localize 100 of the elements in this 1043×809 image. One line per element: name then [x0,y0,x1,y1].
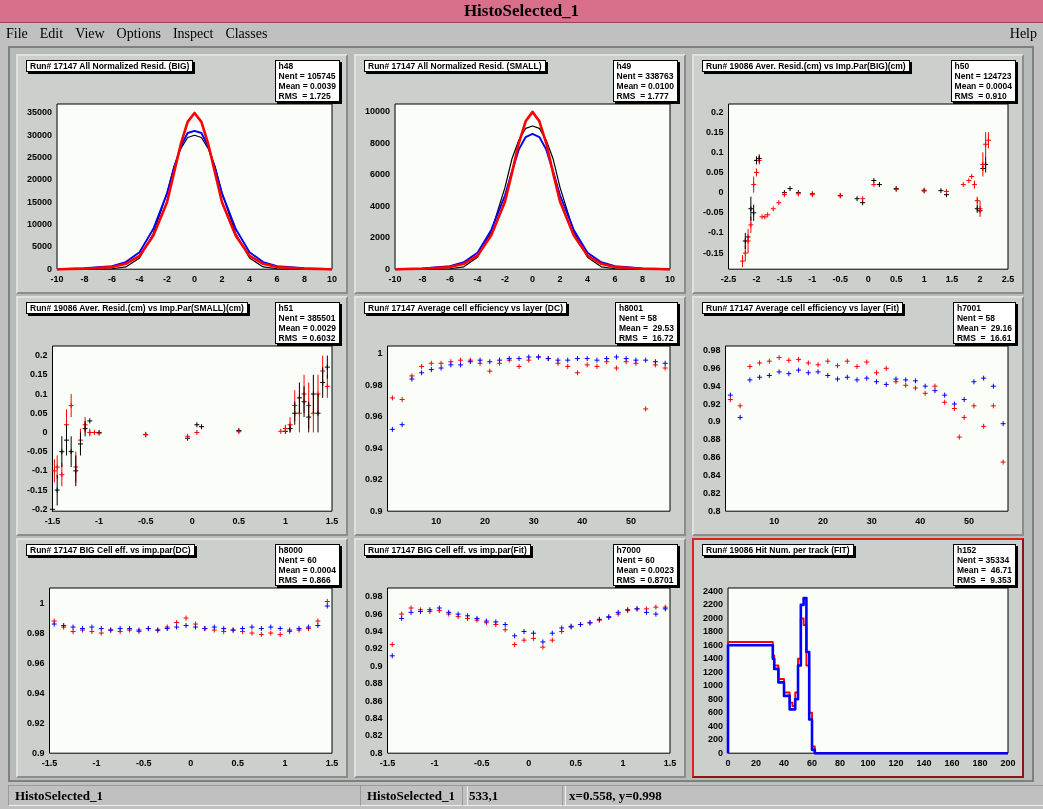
text: Inspect [172,26,214,41]
x-tick-label: 2 [977,274,983,285]
x-tick-label: 0 [188,758,194,769]
chart-title: Run# 19086 Aver. Resid.(cm) vs Imp.Par(SMALL)(cm) [26,302,248,314]
y-tick-label: 0.88 [364,678,383,689]
x-tick-label: 200 [1000,758,1016,769]
x-tick-label: -1 [92,758,101,769]
y-tick-label: 0.84 [364,712,383,723]
x-tick-label: 160 [944,758,960,769]
y-tick-label: 400 [707,720,724,731]
x-tick-label: 30 [866,516,877,527]
text: Nent = 58 [956,313,995,323]
x-tick-label: -10 [388,274,402,285]
x-tick-label: 2 [557,274,563,285]
text: x=0.558, y=0.998 [562,785,1043,806]
y-tick-label: 0.96 [364,608,383,619]
x-tick-label: 4 [247,274,253,285]
chart-title: Run# 17147 Average cell efficiency vs layer (Fit) [702,302,904,314]
x-tick-label: 120 [888,758,904,769]
y-tick-label: 15000 [27,196,53,207]
x-tick-label: 1.5 [945,274,959,285]
y-tick-label: 0.92 [364,474,383,485]
text: RMS = 0.6032 [278,333,336,343]
y-tick-label: 6000 [370,169,391,180]
y-tick-label: 0 [385,263,391,274]
x-tick-label: 0.5 [569,758,583,769]
y-tick-label: 0 [42,426,48,437]
x-tick-label: 40 [915,516,926,527]
x-tick-label: 100 [860,758,876,769]
x-tick-label: 0 [189,516,195,527]
text: Mean = 46.71 [956,565,1012,575]
y-tick-label: 2000 [702,612,724,623]
x-tick-label: -1 [808,274,817,285]
text: Help [1009,25,1037,43]
x-tick-label: 60 [807,758,818,769]
y-tick-label: 0.15 [29,369,48,380]
y-tick-label: 0.94 [364,442,383,453]
y-tick-label: 600 [707,707,724,718]
x-tick-label: 20 [817,516,828,527]
text: h50 [954,61,970,71]
text: Mean = 0.0004 [954,81,1012,91]
x-tick-label: -0.5 [473,758,490,769]
text: Mean = 29.16 [956,323,1012,333]
x-tick-label: -10 [50,274,64,285]
y-tick-label: 0.98 [364,591,383,602]
x-tick-label: -2 [752,274,761,285]
text: Mean = 0.0100 [616,81,674,91]
y-tick-label: 0.94 [26,687,45,698]
text: Mean = 0.0004 [278,565,336,575]
y-tick-label: 0.1 [35,388,48,399]
text: Nent = 105745 [278,71,336,81]
text: Nent = 58 [618,313,657,323]
y-tick-label: 0.94 [702,380,721,391]
x-tick-label: 10 [769,516,780,527]
x-tick-label: 0 [725,758,731,769]
y-tick-label: 5000 [32,241,53,252]
x-tick-label: 20 [479,516,490,527]
x-tick-label: -8 [418,274,427,285]
y-tick-label: 0.1 [711,146,724,157]
y-tick-label: 25000 [27,152,53,163]
y-tick-label: -0.05 [27,446,48,457]
x-tick-label: 0 [530,274,536,285]
text: Nent = 60 [278,555,317,565]
x-tick-label: 1 [921,274,927,285]
x-tick-label: 1.5 [663,758,677,769]
x-tick-label: -2 [501,274,510,285]
x-tick-label: 0.5 [231,758,245,769]
text: Nent = 385501 [278,313,336,323]
y-tick-label: 0.86 [702,452,721,463]
x-tick-label: 8 [301,274,308,285]
x-tick-label: 1 [282,516,288,527]
text: RMS = 0.8701 [616,575,674,585]
x-tick-label: 4 [585,274,591,285]
x-tick-label: 1 [620,758,626,769]
y-tick-label: 1600 [702,639,724,650]
x-tick-label: -0.5 [135,758,152,769]
text: Nent = 338763 [616,71,674,81]
chart-title: Run# 17147 Average cell efficiency vs layer (DC) [364,302,567,314]
x-tick-label: 0 [526,758,532,769]
chart-title: Run# 19086 Aver. Resid.(cm) vs Imp.Par(BIG)(cm) [702,60,910,72]
x-tick-label: 0.5 [232,516,246,527]
x-tick-label: 140 [916,758,932,769]
x-tick-label: 30 [528,516,539,527]
y-tick-label: 8000 [370,137,391,148]
text: Nent = 124723 [954,71,1012,81]
chart-title: Run# 17147 BIG Cell eff. vs imp.par(Fit) [364,544,531,556]
text: File [6,26,28,41]
x-tick-label: 50 [964,516,975,527]
x-tick-label: -2 [163,274,172,285]
text: RMS = 0.866 [278,575,331,585]
y-tick-label: 0.9 [370,660,383,671]
y-tick-label: 0.96 [702,362,721,373]
y-tick-label: 0.92 [364,643,383,654]
y-tick-label: 0.92 [26,717,45,728]
y-tick-label: 0.8 [708,505,721,516]
text: h48 [278,61,294,71]
text: RMS = 1.777 [616,91,669,101]
text: Nent = 35334 [956,555,1010,565]
x-tick-label: 10 [326,274,338,285]
x-tick-label: -1 [430,758,439,769]
